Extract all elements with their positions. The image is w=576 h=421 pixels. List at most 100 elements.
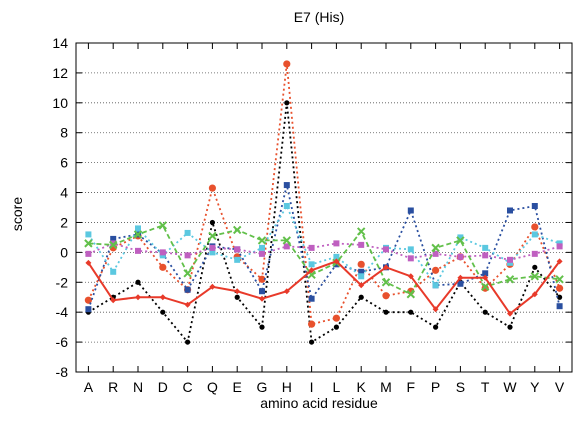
y-tick-label: -6 bbox=[56, 334, 69, 350]
data-point bbox=[160, 309, 166, 315]
data-point bbox=[135, 294, 141, 301]
data-point bbox=[183, 269, 192, 278]
data-point bbox=[406, 290, 416, 299]
data-point bbox=[531, 250, 538, 257]
data-point bbox=[135, 225, 141, 232]
data-point bbox=[308, 295, 315, 302]
data-point bbox=[85, 306, 92, 313]
data-point bbox=[85, 250, 92, 257]
y-axis-label: score bbox=[9, 197, 25, 231]
data-point bbox=[184, 301, 191, 308]
data-point bbox=[481, 284, 489, 292]
data-point bbox=[259, 324, 265, 330]
data-point bbox=[408, 309, 414, 315]
data-point bbox=[283, 243, 290, 250]
data-point bbox=[556, 303, 563, 310]
data-point bbox=[432, 306, 439, 313]
y-ticks: -8 -6 -4 -2 0 2 4 6 8 10 12 14 bbox=[52, 35, 572, 380]
y-tick-label: 10 bbox=[52, 95, 68, 111]
data-point bbox=[556, 243, 563, 250]
data-point bbox=[383, 264, 389, 271]
x-tick-label: L bbox=[333, 379, 341, 395]
data-point bbox=[184, 229, 191, 236]
data-point bbox=[284, 100, 290, 106]
y-tick-label: 8 bbox=[60, 125, 68, 141]
data-point bbox=[209, 249, 216, 256]
chart-title: E7 (His) bbox=[294, 9, 345, 25]
data-point bbox=[407, 246, 414, 253]
y-tick-label: -2 bbox=[56, 274, 69, 290]
data-point bbox=[333, 324, 339, 330]
plot-frame bbox=[75, 42, 573, 373]
data-point bbox=[283, 288, 290, 295]
data-point bbox=[482, 252, 489, 259]
data-point bbox=[308, 244, 315, 251]
x-tick-label: A bbox=[84, 379, 94, 395]
data-point bbox=[85, 259, 92, 266]
data-point bbox=[110, 297, 117, 304]
y-tick-label: -4 bbox=[56, 304, 69, 320]
data-point bbox=[234, 256, 241, 263]
data-point bbox=[259, 244, 265, 251]
x-tick-label: D bbox=[158, 379, 168, 395]
data-point bbox=[208, 184, 216, 192]
series-layer bbox=[84, 60, 564, 345]
x-tick-label: N bbox=[133, 379, 143, 395]
data-point bbox=[358, 294, 364, 300]
data-point bbox=[482, 270, 489, 277]
data-point bbox=[480, 282, 490, 291]
data-point bbox=[85, 231, 92, 238]
data-point bbox=[159, 294, 166, 301]
y-tick-label: 14 bbox=[52, 35, 68, 51]
x-tick-label: Y bbox=[530, 379, 540, 395]
series-line bbox=[88, 224, 560, 296]
data-point bbox=[431, 243, 440, 253]
data-point bbox=[333, 253, 340, 260]
data-point bbox=[358, 273, 365, 280]
data-point bbox=[358, 241, 365, 248]
data-point bbox=[308, 267, 315, 274]
data-point bbox=[482, 274, 489, 281]
x-tick-label: M bbox=[380, 379, 392, 395]
data-point bbox=[482, 244, 489, 251]
x-tick-label: R bbox=[108, 379, 118, 395]
x-tick-label: S bbox=[456, 379, 465, 395]
series-1 bbox=[85, 100, 563, 345]
data-point bbox=[209, 283, 216, 290]
data-point bbox=[383, 246, 389, 253]
data-point bbox=[234, 294, 240, 300]
data-point bbox=[456, 236, 465, 245]
data-point bbox=[332, 314, 340, 322]
data-point bbox=[358, 268, 365, 275]
data-point bbox=[457, 234, 464, 241]
data-point bbox=[555, 275, 564, 284]
data-point bbox=[482, 309, 488, 315]
data-point bbox=[209, 219, 215, 226]
x-tick-label: V bbox=[555, 379, 565, 395]
series-line bbox=[87, 184, 561, 310]
data-point bbox=[159, 249, 166, 256]
data-point bbox=[531, 291, 538, 298]
data-point bbox=[108, 240, 118, 250]
x-tick-label: G bbox=[257, 379, 268, 395]
data-point bbox=[531, 203, 538, 210]
data-point bbox=[133, 230, 143, 239]
data-point bbox=[84, 296, 92, 304]
data-point bbox=[507, 256, 513, 263]
data-point bbox=[258, 275, 266, 283]
data-point bbox=[283, 203, 290, 210]
data-point bbox=[507, 310, 513, 317]
data-point bbox=[383, 309, 389, 315]
data-point bbox=[259, 295, 265, 302]
data-point bbox=[333, 240, 340, 247]
data-point bbox=[432, 282, 439, 289]
series-line bbox=[87, 260, 561, 316]
x-axis-label: amino acid residue bbox=[260, 395, 378, 411]
grid bbox=[76, 72, 572, 343]
data-point bbox=[282, 236, 292, 245]
data-point bbox=[257, 236, 267, 245]
data-point bbox=[110, 268, 117, 275]
data-point bbox=[184, 252, 191, 259]
